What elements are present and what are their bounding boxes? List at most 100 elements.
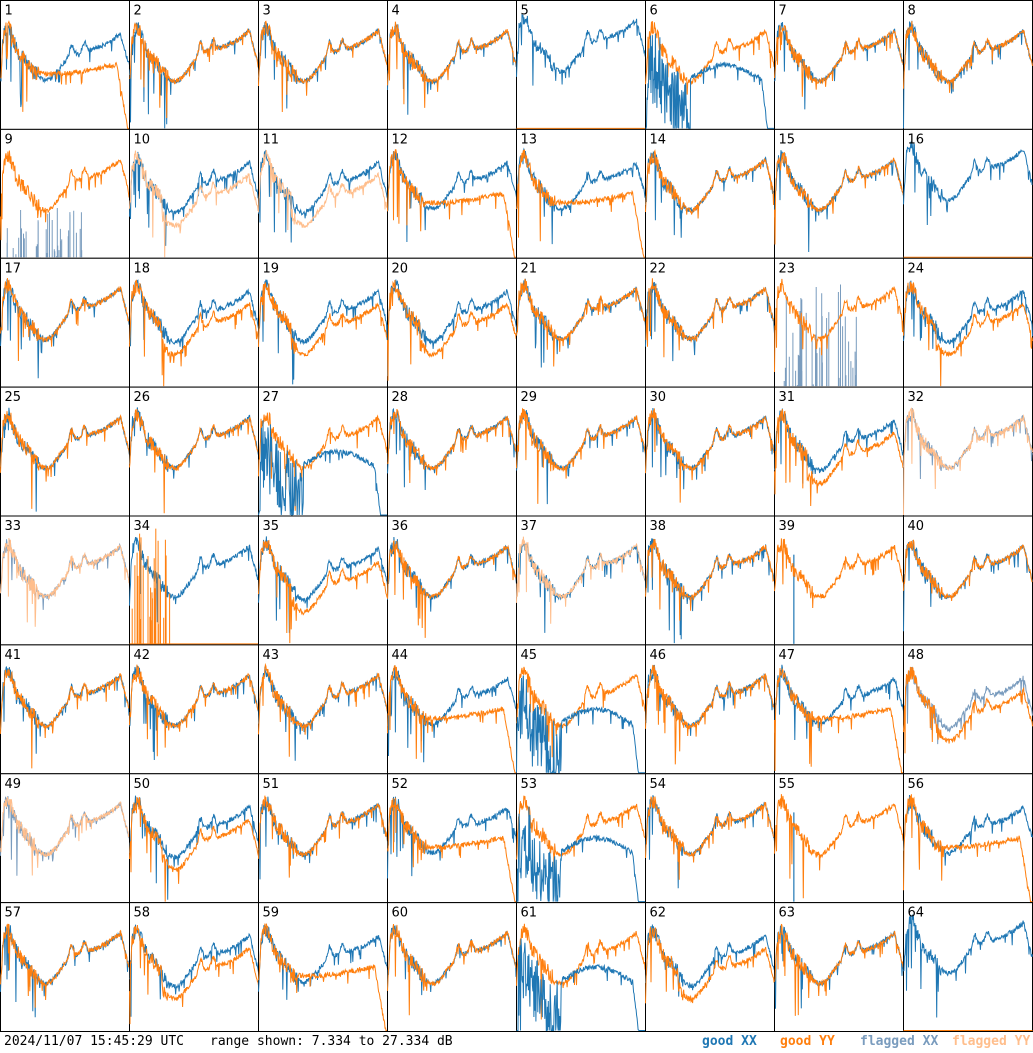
panel-63: 63: [774, 902, 904, 1032]
series-xx: [645, 33, 775, 129]
panel-3: 3: [258, 0, 388, 130]
panel-38: 38: [645, 515, 775, 646]
panel-label: 50: [134, 777, 151, 792]
series-xx: [0, 924, 130, 1018]
panel-frame: [903, 386, 1033, 517]
footer-bar: 2024/11/07 15:45:29 UTC range shown: 7.3…: [0, 1032, 1033, 1053]
panel-label: 4: [392, 4, 400, 19]
panel-label: 41: [5, 648, 22, 663]
series-yy: [516, 666, 646, 764]
series-yy: [387, 21, 517, 108]
panel-50: 50: [129, 773, 259, 904]
series-yy: [774, 152, 904, 245]
panel-label: 55: [779, 777, 796, 792]
panel-label: 45: [521, 648, 538, 663]
panel-label: 48: [908, 648, 925, 663]
series-xx: [258, 420, 388, 516]
panel-frame: [516, 902, 646, 1032]
panel-20: 20: [387, 257, 517, 388]
panel-label: 44: [392, 648, 409, 663]
panel-64: 64: [903, 902, 1033, 1032]
panel-24: 24: [903, 257, 1033, 388]
timestamp: 2024/11/07 15:45:29 UTC: [4, 1034, 185, 1049]
panel-label: 59: [263, 906, 280, 921]
panel-49: 49: [0, 773, 130, 904]
panel-label: 8: [908, 4, 916, 19]
panel-frame: [645, 773, 775, 904]
panel-label: 30: [650, 390, 667, 405]
series-yy: [129, 796, 259, 902]
series-yy: [0, 150, 130, 241]
series-yy: [129, 925, 259, 1025]
series-xx: [903, 280, 1033, 349]
panel-51: 51: [258, 773, 388, 904]
panel-label: 34: [134, 519, 151, 534]
panel-39: 39: [774, 515, 904, 646]
panel-frame: [387, 386, 517, 517]
series-yy: [258, 20, 388, 113]
series-yy: [129, 408, 259, 514]
panel-label: 52: [392, 777, 409, 792]
legend-flagged-yy: flagged YY: [952, 1034, 1031, 1049]
series-yy: [0, 923, 130, 1008]
panel-frame: [903, 128, 1033, 259]
panel-frame: [129, 386, 259, 517]
panel-label: 40: [908, 519, 925, 534]
panel-frame: [516, 0, 646, 130]
panel-label: 62: [650, 906, 667, 921]
panel-9: 9: [0, 128, 130, 259]
panel-46: 46: [645, 644, 775, 775]
panel-label: 1: [5, 4, 13, 19]
panel-label: 35: [263, 519, 280, 534]
series-yy: [903, 281, 1033, 387]
panel-label: 61: [521, 906, 538, 921]
panel-2: 2: [129, 0, 259, 130]
panel-41: 41: [0, 644, 130, 775]
panel-frame: [774, 0, 904, 130]
series-yy: [387, 280, 517, 381]
series-xx: [516, 938, 646, 1031]
series-yy: [387, 539, 517, 638]
series-yy: [387, 409, 517, 484]
series-yy: [0, 669, 130, 769]
panel-frame: [0, 902, 130, 1032]
series-yy: [645, 21, 775, 95]
panel-48: 48: [903, 644, 1033, 775]
series-yy: [774, 408, 904, 507]
panel-17: 17: [0, 257, 130, 388]
panel-44: 44: [387, 644, 517, 775]
series-yy: [129, 279, 259, 387]
series-yy: [258, 923, 388, 1031]
panel-10: 10: [129, 128, 259, 259]
panel-42: 42: [129, 644, 259, 775]
series-yy: [903, 794, 1033, 903]
panel-label: 63: [779, 906, 796, 921]
panel-label: 56: [908, 777, 925, 792]
series-xx: [6, 208, 83, 258]
series-yy: [516, 795, 646, 874]
panel-22: 22: [645, 257, 775, 388]
panel-53: 53: [516, 773, 646, 904]
panel-label: 12: [392, 132, 409, 147]
series-yy: [258, 795, 388, 878]
panel-27: 27: [258, 386, 388, 517]
panel-label: 26: [134, 390, 151, 405]
panel-4: 4: [387, 0, 517, 130]
series-xx: [516, 675, 646, 774]
panel-14: 14: [645, 128, 775, 259]
series-yy: [129, 664, 259, 757]
panel-35: 35: [258, 515, 388, 646]
panel-frame: [387, 0, 517, 130]
panel-label: 32: [908, 390, 925, 405]
panel-frame: [903, 515, 1033, 646]
series-yy: [129, 22, 259, 119]
panel-frame: [774, 257, 904, 388]
series-yy: [645, 149, 775, 219]
series-xx: [516, 13, 646, 86]
panel-frame: [645, 515, 775, 646]
panel-frame: [774, 773, 904, 904]
series-yy: [903, 21, 1033, 93]
series-xx: [129, 279, 259, 354]
series-yy: [0, 277, 130, 362]
